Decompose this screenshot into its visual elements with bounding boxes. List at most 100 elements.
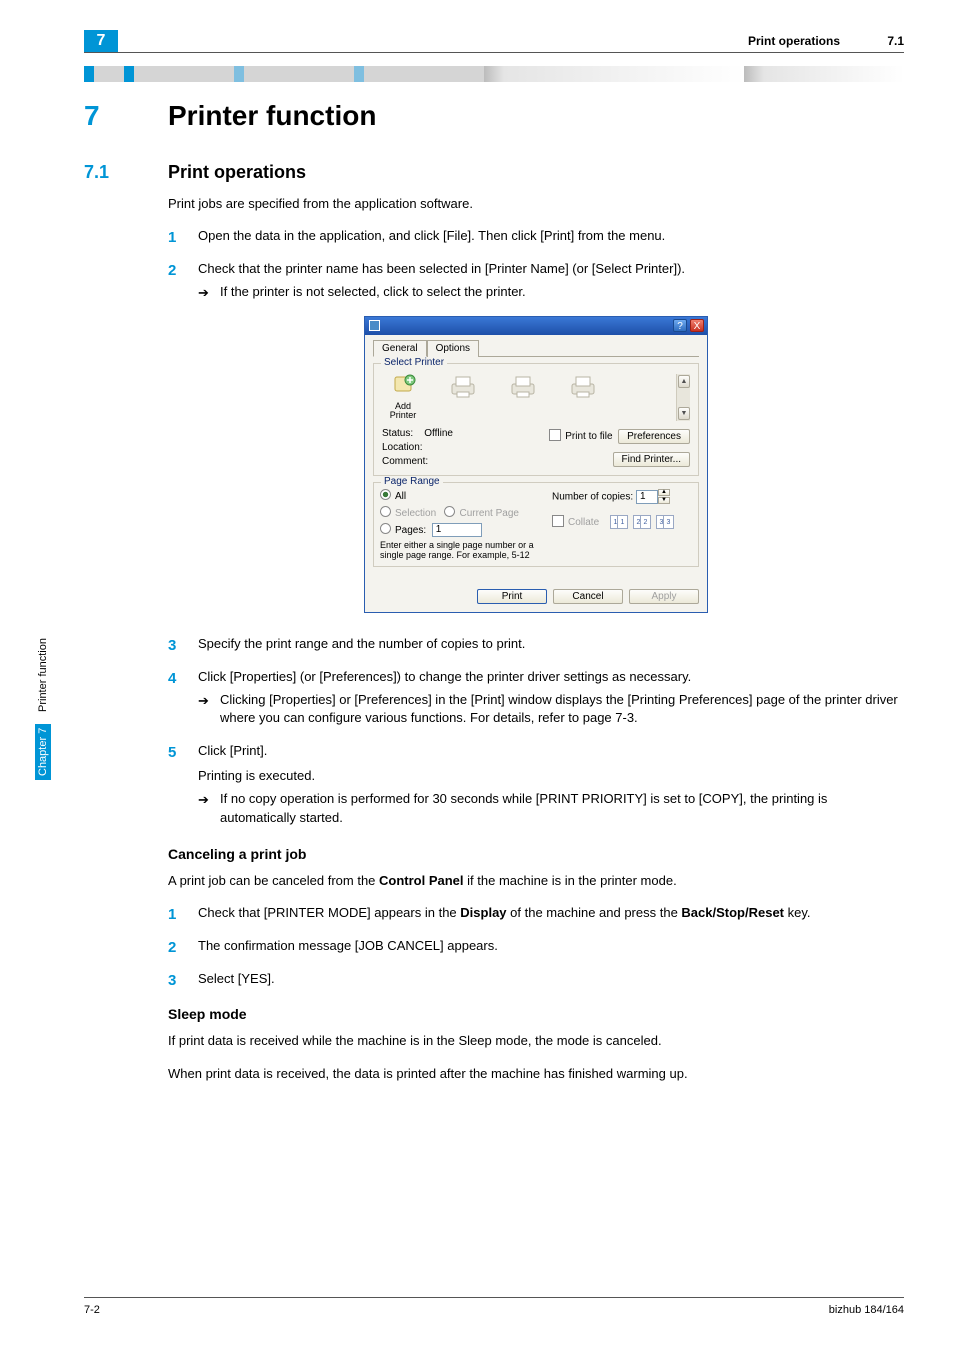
cancel-step-1: 1 Check that [PRINTER MODE] appears in t… [168, 904, 904, 923]
page-range-title: Page Range [381, 476, 443, 487]
section-heading: 7.1Print operations [84, 162, 904, 183]
step-number: 1 [168, 227, 176, 249]
step-number: 3 [168, 635, 176, 657]
step-4-sub-text: Clicking [Properties] or [Preferences] i… [220, 692, 898, 726]
tab-general[interactable]: General [373, 340, 427, 357]
step-number: 5 [168, 742, 176, 764]
step-4: 4 Click [Properties] (or [Preferences]) … [168, 668, 904, 729]
status-row: Status: Offline Location: Comment: Print… [382, 427, 690, 469]
main-column: 7Printer function 7.1Print operations Pr… [84, 100, 904, 1097]
side-chapter-box: Chapter 7 [35, 724, 51, 780]
location-label: Location: [382, 441, 453, 455]
cancel-intro: A print job can be canceled from the Con… [168, 872, 904, 890]
printer-item-1[interactable]: x [442, 374, 484, 411]
printer-icon [568, 374, 598, 400]
section-body: Print jobs are specified from the applic… [168, 195, 904, 1083]
num-copies-input[interactable]: 1 [636, 490, 658, 504]
step-5-sub-text: If no copy operation is performed for 30… [220, 791, 827, 825]
cancel-button[interactable]: Cancel [553, 589, 623, 604]
header-chapter-box: 7 [84, 30, 118, 52]
step-number: 4 [168, 668, 176, 690]
chapter-title-text: Printer function [168, 100, 376, 131]
printer-list[interactable]: Add Printer x x [382, 374, 690, 421]
help-button[interactable]: ? [673, 319, 687, 332]
step-2-text: Check that the printer name has been sel… [198, 261, 685, 276]
step-4-sub: ➔Clicking [Properties] or [Preferences] … [198, 691, 904, 729]
close-button[interactable]: X [690, 319, 704, 332]
step-3-text: Specify the print range and the number o… [198, 636, 525, 651]
select-printer-group: Select Printer Add Printer x [373, 363, 699, 476]
header-section-num: 7.1 [887, 34, 904, 48]
print-to-file-checkbox[interactable] [549, 431, 565, 442]
dialog-titlebar[interactable]: ? X [365, 317, 707, 335]
radio-all[interactable] [380, 491, 395, 502]
pages-input[interactable]: 1 [432, 523, 482, 537]
step-number: 3 [168, 970, 176, 992]
sleep-heading: Sleep mode [168, 1006, 904, 1022]
radio-current-page [444, 508, 459, 519]
step-4-text: Click [Properties] (or [Preferences]) to… [198, 669, 691, 684]
printer-item-3[interactable]: x [562, 374, 604, 411]
radio-selection-label: Selection [395, 508, 436, 519]
chapter-number: 7 [84, 100, 168, 132]
radio-pages[interactable] [380, 525, 395, 536]
num-copies-label: Number of copies: [552, 491, 633, 502]
collate-checkbox [552, 517, 568, 528]
decorative-bar [84, 66, 904, 82]
arrow-icon: ➔ [198, 791, 209, 810]
find-printer-button[interactable]: Find Printer... [613, 452, 690, 467]
scroll-down-button[interactable]: ▼ [678, 407, 690, 420]
pages-hint: Enter either a single page number or a s… [380, 540, 550, 560]
cancel-step-2-text: The confirmation message [JOB CANCEL] ap… [198, 938, 498, 953]
sleep-p1: If print data is received while the mach… [168, 1032, 904, 1050]
step-2: 2 Check that the printer name has been s… [168, 260, 904, 302]
preferences-button[interactable]: Preferences [618, 429, 690, 444]
step-5: 5 Click [Print]. [168, 742, 904, 761]
step-number: 2 [168, 260, 176, 282]
page-footer: 7-2 bizhub 184/164 [84, 1297, 904, 1316]
footer-page-num: 7-2 [84, 1304, 100, 1316]
add-printer-icon [388, 374, 418, 400]
printer-icon [448, 374, 478, 400]
print-button[interactable]: Print [477, 589, 547, 604]
step-5-after: Printing is executed. ➔If no copy operat… [198, 767, 904, 828]
radio-current-page-label: Current Page [459, 508, 518, 519]
step-3: 3 Specify the print range and the number… [168, 635, 904, 654]
print-to-file-label: Print to file [565, 431, 612, 442]
arrow-icon: ➔ [198, 284, 209, 303]
add-printer-label: Add Printer [382, 402, 424, 421]
dialog-body: General Options Select Printer Add Print… [365, 335, 707, 581]
page-range-group: Page Range All Selection Current Page Pa… [373, 482, 699, 567]
status-left: Status: Offline Location: Comment: [382, 427, 453, 469]
step-number: 1 [168, 904, 176, 926]
section-title-text: Print operations [168, 162, 306, 182]
printer-scrollbar[interactable]: ▲ ▼ [676, 374, 690, 421]
step-1-text: Open the data in the application, and cl… [198, 228, 665, 243]
page-header: 7 Print operations 7.1 [84, 30, 904, 52]
comment-label: Comment: [382, 455, 453, 469]
cancel-heading: Canceling a print job [168, 846, 904, 862]
radio-all-label: All [395, 491, 406, 502]
step-5-text: Click [Print]. [198, 743, 267, 758]
cancel-step-2: 2 The confirmation message [JOB CANCEL] … [168, 937, 904, 956]
dialog-footer: Print Cancel Apply [365, 581, 707, 612]
step-number: 2 [168, 937, 176, 959]
header-section-title: Print operations [748, 34, 840, 48]
sleep-p2: When print data is received, the data is… [168, 1065, 904, 1083]
intro-text: Print jobs are specified from the applic… [168, 195, 904, 213]
step-2-sub: ➔If the printer is not selected, click t… [198, 283, 904, 302]
num-copies-spinner[interactable]: ▲▼ [658, 489, 670, 505]
chapter-heading: 7Printer function [84, 100, 904, 132]
dialog-tabs: General Options [373, 339, 699, 357]
printer-icon [508, 374, 538, 400]
dialog-app-icon [369, 320, 380, 331]
radio-pages-label: Pages: [395, 525, 426, 536]
cancel-step-1-text: Check that [PRINTER MODE] appears in the… [198, 905, 811, 920]
add-printer-item[interactable]: Add Printer [382, 374, 424, 421]
side-chapter-label: Printer function [37, 638, 49, 712]
status-label: Status: [382, 428, 413, 439]
scroll-up-button[interactable]: ▲ [678, 375, 690, 388]
cancel-step-3-text: Select [YES]. [198, 971, 275, 986]
printer-item-2[interactable]: x [502, 374, 544, 411]
tab-options[interactable]: Options [427, 340, 479, 357]
